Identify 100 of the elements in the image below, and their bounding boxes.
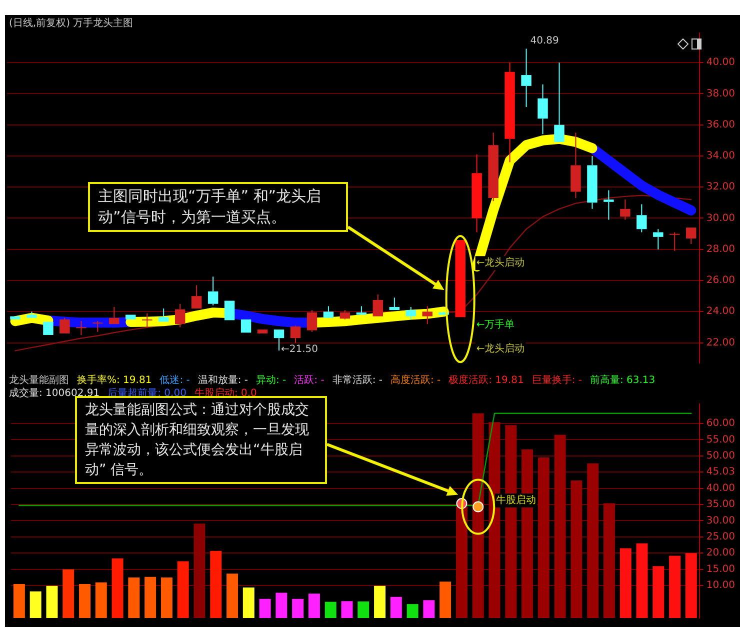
text: 高度活跃: - [390,374,441,387]
y-tick-label: 45.03 [706,466,736,478]
bar [292,598,304,618]
bar [685,553,697,618]
text: 非常活跃: - [332,374,382,387]
bar [440,582,452,618]
candlestick [686,228,696,244]
bar [341,601,353,618]
candlestick [670,232,680,252]
bar [554,434,566,618]
y-tick-label: 20.00 [706,548,736,559]
text: 温和放量: - [198,374,248,387]
bar [423,600,435,618]
text: 巨量换手: - [532,374,582,387]
bar [177,561,189,618]
y-tick-label: 50.00 [706,450,736,462]
candlestick [587,155,598,210]
bar [636,543,648,618]
candlestick [406,306,416,320]
candlestick [653,228,664,250]
bar [587,463,599,618]
text: 极度活跃: 19.81 [448,374,524,387]
y-tick-label: 10.00 [706,580,736,592]
bar [456,506,468,618]
bar [358,601,370,618]
bar [79,584,90,618]
candlestick [504,62,515,163]
y-tick-label: 22.00 [706,337,736,348]
bar [46,586,58,618]
text: 前高量: 63.13 [590,374,656,387]
candlestick [290,325,301,344]
annotation: 牛股启动 [496,494,536,506]
y-tick-label: 26.00 [706,275,736,286]
bar [144,576,156,618]
candlestick [306,310,318,332]
bar [128,577,140,618]
y-tick-label: 55.00 [706,434,736,446]
y-tick-label: 24.00 [706,306,736,318]
text: 低迷: - [160,374,190,387]
candlestick [488,132,498,202]
candlestick [422,306,432,325]
bar [406,604,418,618]
text: 活跃: - [294,374,324,387]
candlestick [636,204,647,233]
annotation: ←龙头启动 [476,342,525,355]
candlestick [472,154,482,233]
candlestick [340,310,350,320]
bar [210,550,222,618]
candlestick [174,303,186,328]
y-tick-label: 30.00 [706,515,736,526]
candlestick [76,320,86,336]
y-tick-label: 36.00 [706,119,736,130]
candlestick [208,276,218,306]
callout-box: 主图同时出现“万手单” 和”龙头启动”信号时，为第一道买点。 [88,182,348,232]
callout-box: 龙头量能副图公式：通过对个股成交量的深入剖析和细致观察，一旦发现异常波动，该公式便会发出“牛股启动” 信号。 [75,396,327,484]
y-tick-label: 35.00 [706,499,736,510]
y-tick-label: 40.00 [706,57,736,68]
candlestick [372,294,384,316]
y-tick-label: 28.00 [706,244,736,255]
y-tick-label: 25.00 [706,532,736,543]
bar [95,582,107,618]
y-tick-label: 32.00 [706,182,736,193]
y-tick-label: 15.00 [706,564,736,575]
bar [538,458,550,618]
candlestick [389,297,400,310]
y-tick-label: 34.00 [706,150,736,162]
candlestick [620,199,630,220]
bar [390,596,402,618]
bar [374,586,386,618]
chart-title: 龙头量能副图 [9,374,69,387]
bar [669,556,681,618]
bar [30,591,42,618]
candlestick [570,132,581,198]
candlestick [604,190,614,220]
y-tick-label: 38.00 [706,88,736,100]
candlestick [92,320,103,332]
annotation: 40.89 [530,35,559,46]
bar [276,592,288,618]
bar [13,584,25,618]
text: 异动: - [256,374,286,387]
candlestick [158,308,169,322]
candlestick [191,284,202,309]
bar [242,588,254,618]
chart-title: (日线,前复权) 万手龙头主图 [9,17,134,30]
y-tick-label: 60.00 [706,418,736,430]
candlestick [521,48,532,108]
annotation: ←21.50 [281,344,318,356]
text: 换手率%: 19.81 [77,374,152,387]
candlestick [554,62,564,142]
bar [194,524,206,618]
bar [603,503,615,618]
candlestick [109,306,120,324]
bar [505,425,517,618]
candlestick [60,317,70,334]
annotation: ←龙头启动 [476,256,525,269]
y-tick-label: 30.00 [706,212,736,224]
bar [62,569,74,618]
candlestick [323,306,334,318]
bar [308,594,320,618]
bar [652,566,664,618]
